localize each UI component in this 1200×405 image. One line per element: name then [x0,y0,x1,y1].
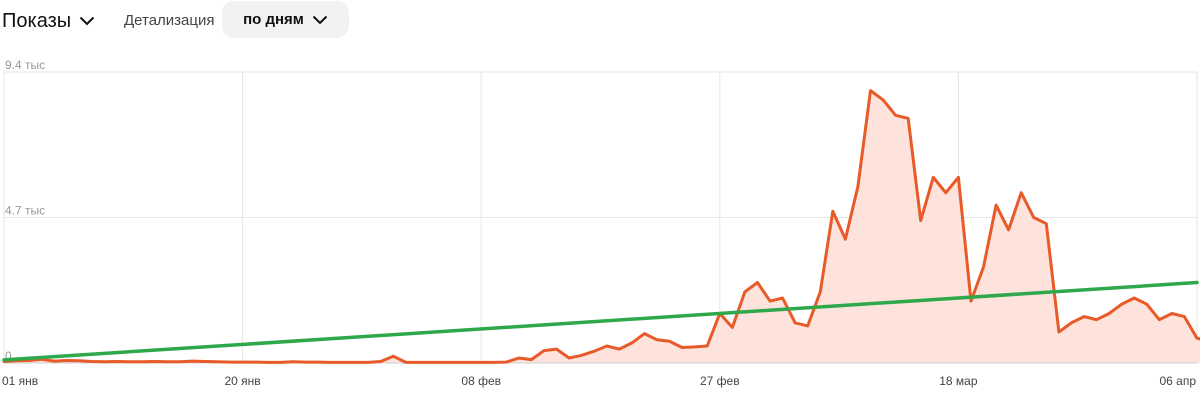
metric-label: Показы [2,9,72,32]
period-dropdown[interactable]: по дням [222,1,349,38]
x-tick-label: 20 янв [225,374,261,388]
trend-line [2,280,1199,362]
series-line [2,89,1200,364]
x-tick-label: 27 фев [700,374,740,388]
chart-header: Показы Детализация по дням [0,0,1200,44]
y-tick-label: 4.7 тыс [5,204,45,218]
detail-label: Детализация [124,12,215,29]
x-tick-label: 08 фев [461,374,501,388]
x-tick-label: 01 янв [2,374,38,388]
x-tick-label: 18 мар [939,374,978,388]
chevron-down-icon [312,15,328,25]
impressions-chart: 0 4.7 тыс 9.4 тыс 01 янв 20 янв 08 фев 27 фев 1… [2,60,1200,388]
x-tick-label: 06 апр [1159,374,1196,388]
series-area [4,90,1200,363]
period-label: по дням [243,11,304,28]
y-tick-label: 9.4 тыс [5,60,45,72]
chevron-down-icon [79,16,95,26]
metric-dropdown[interactable]: Показы [2,8,95,34]
y-tick-label: 0 [5,349,12,363]
